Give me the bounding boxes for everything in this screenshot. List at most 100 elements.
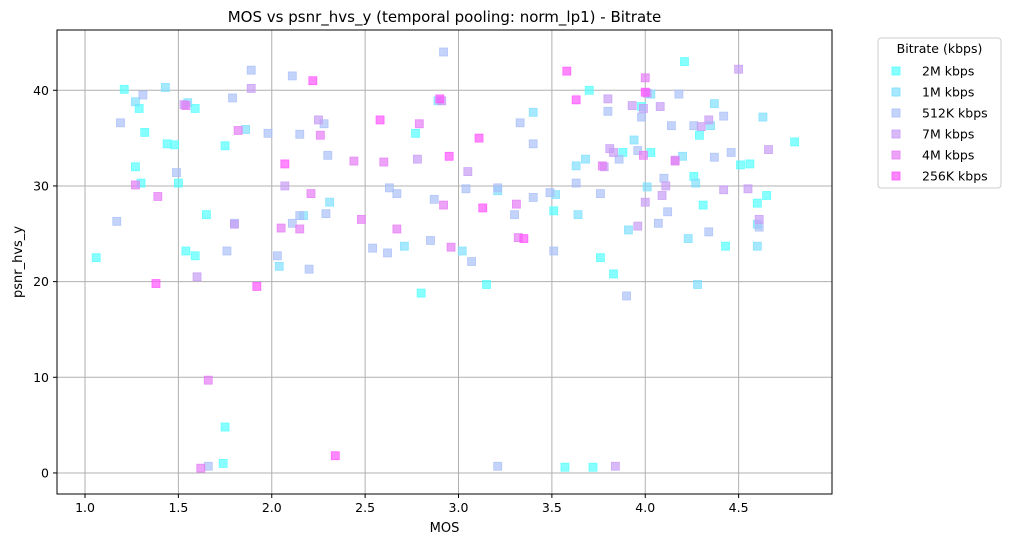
data-point [461, 184, 471, 194]
data-point [172, 168, 181, 177]
data-point [734, 64, 744, 74]
data-point [181, 246, 191, 256]
data-point [162, 139, 172, 149]
data-point [661, 181, 671, 191]
data-point [528, 193, 538, 202]
plot-frame [56, 29, 833, 495]
y-tick-label: 0 [41, 465, 49, 480]
data-point [170, 140, 180, 150]
data-point [439, 47, 448, 57]
data-point [435, 94, 445, 104]
data-point [203, 375, 213, 385]
data-point [321, 209, 331, 219]
x-tick-label: 2.0 [262, 500, 282, 515]
data-point [349, 156, 359, 166]
data-point [689, 121, 699, 131]
data-point [704, 115, 714, 125]
data-point [274, 261, 284, 271]
data-point [754, 222, 764, 232]
legend-title: Bitrate (kbps) [897, 41, 983, 56]
axis-ticks: 1.0 1.5 2.0 2.5 3.0 3.5 4.0 4.5 0 10 20 30 40 [33, 83, 748, 515]
data-point [119, 84, 129, 94]
data-point [112, 216, 122, 226]
data-point [597, 161, 607, 171]
data-point [131, 180, 140, 190]
x-axis-title: MOS [430, 521, 460, 536]
data-point [571, 161, 581, 171]
data-point [287, 218, 297, 228]
data-points [91, 47, 800, 473]
data-point [411, 128, 420, 138]
data-point [640, 73, 650, 83]
legend-label: 1M kbps [922, 85, 974, 100]
legend-marker [891, 66, 901, 76]
data-point [736, 160, 745, 170]
data-point [385, 183, 394, 193]
data-point [571, 178, 581, 188]
data-point [218, 458, 228, 468]
data-point [131, 162, 140, 172]
legend-marker [891, 150, 901, 160]
data-point [683, 234, 693, 243]
data-point [633, 146, 643, 155]
data-point [633, 221, 643, 231]
data-point [646, 148, 656, 157]
data-point [549, 206, 559, 216]
data-point [624, 225, 633, 235]
data-point [315, 130, 325, 140]
legend-label: 512K kbps [922, 106, 988, 121]
data-point [330, 451, 340, 461]
data-point [762, 191, 772, 200]
data-point [752, 198, 762, 208]
y-tick-label: 40 [33, 83, 49, 98]
data-point [416, 288, 426, 298]
data-point [233, 126, 243, 135]
data-point [474, 133, 484, 143]
data-point [560, 462, 570, 472]
data-point [511, 199, 521, 209]
data-point [493, 183, 503, 193]
data-point [709, 152, 719, 162]
data-point [467, 257, 476, 266]
data-point [222, 246, 232, 256]
legend-marker [891, 87, 901, 97]
data-point [528, 139, 538, 149]
data-point [659, 173, 669, 183]
data-point [368, 243, 378, 253]
data-point [295, 129, 305, 139]
data-point [153, 192, 163, 201]
chart-title: MOS vs psnr_hvs_y (temporal pooling: nor… [228, 8, 662, 27]
data-point [693, 280, 702, 289]
legend-entries: 2M kbps 1M kbps 512K kbps 7M kbps 4M kbps 256… [891, 64, 988, 184]
data-point [596, 253, 605, 263]
data-point [192, 272, 202, 282]
x-tick-label: 1.5 [168, 500, 188, 515]
data-point [549, 246, 559, 256]
data-point [680, 57, 689, 66]
legend-label: 4M kbps [922, 148, 974, 163]
data-point [116, 118, 125, 128]
data-point [704, 227, 714, 237]
data-point [446, 242, 456, 252]
data-point [295, 211, 305, 221]
data-point [584, 85, 594, 95]
data-point [638, 104, 648, 113]
legend-label: 7M kbps [922, 127, 974, 142]
data-point [201, 210, 211, 220]
data-point [758, 112, 768, 122]
data-point [642, 182, 652, 192]
x-tick-label: 4.5 [729, 500, 749, 515]
y-axis-title: psnr_hvs_y [11, 226, 26, 298]
data-point [581, 154, 590, 164]
data-point [413, 154, 422, 164]
grid-lines [57, 30, 832, 494]
data-point [91, 253, 101, 263]
data-point [493, 461, 503, 471]
data-point [663, 207, 673, 217]
data-point [609, 269, 618, 279]
data-point [743, 184, 753, 194]
data-point [295, 224, 305, 234]
data-point [463, 167, 473, 176]
legend-marker [891, 171, 901, 181]
data-point [519, 234, 529, 243]
